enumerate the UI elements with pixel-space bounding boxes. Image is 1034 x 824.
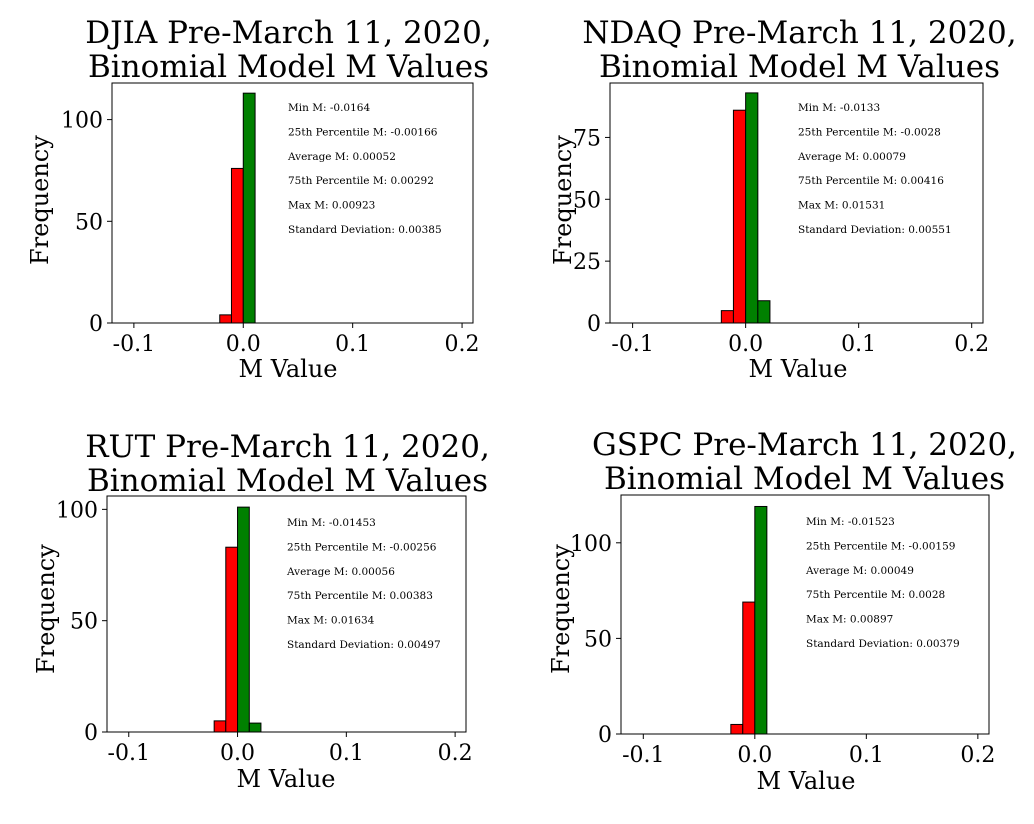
y-tick-label: 100 — [570, 532, 612, 557]
x-tick-label: 0.1 — [329, 741, 364, 766]
histogram-plot: -0.1 0.0 0.1 0.2 0 50 100 Min M: -0.01523 25th P… — [570, 494, 995, 768]
stats-annotation: Max M: 0.00923 — [288, 200, 375, 212]
chart-title: NDAQ Pre-March 11, 2020, Binomial Model … — [517, 16, 1034, 84]
histogram-bar — [732, 109, 747, 324]
x-tick-label: 0.0 — [737, 743, 772, 768]
x-tick-label: 0.1 — [849, 743, 884, 768]
histogram-bar — [757, 300, 771, 324]
y-tick-label: 0 — [598, 723, 612, 748]
chart-title-line1: NDAQ Pre-March 11, 2020, — [582, 15, 1017, 51]
plot-frame — [609, 82, 984, 324]
y-tick-label: 50 — [70, 610, 98, 635]
chart-title-line1: RUT Pre-March 11, 2020, — [85, 429, 490, 465]
stats-annotation: 75th Percentile M: 0.00292 — [288, 175, 434, 187]
y-tick-label: 100 — [56, 498, 98, 523]
stats-annotation: 75th Percentile M: 0.0028 — [806, 589, 945, 601]
chart-title-line2: Binomial Model M Values — [603, 461, 1005, 497]
x-tick-label: 0.2 — [445, 332, 480, 357]
stats-annotation: Average M: 0.00052 — [287, 151, 396, 163]
x-axis-label: M Value — [236, 765, 336, 793]
x-tick-label: -0.1 — [113, 332, 155, 357]
histogram-bar — [213, 720, 227, 733]
histogram-bar — [742, 601, 756, 735]
histogram-plot: -0.1 0.0 0.1 0.2 0 50 100 Min M: -0.0164 25th Pe… — [61, 82, 480, 357]
stats-annotation: Max M: 0.01634 — [287, 615, 375, 627]
x-tick-label: 0.1 — [335, 332, 370, 357]
histogram-bar — [745, 92, 759, 324]
histogram-bar — [720, 310, 734, 324]
plot-frame — [111, 82, 474, 324]
stats-annotation: Min M: -0.01453 — [287, 517, 376, 529]
chart-panel-ndaq: NDAQ Pre-March 11, 2020, Binomial Model … — [517, 0, 1034, 412]
x-axis-label: M Value — [238, 355, 338, 383]
y-tick-label: 0 — [89, 312, 103, 337]
x-axis-label: M Value — [748, 355, 848, 383]
stats-annotation: Standard Deviation: 0.00385 — [288, 224, 442, 236]
stats-annotation: Average M: 0.00056 — [286, 566, 395, 578]
histogram-plot: -0.1 0.0 0.1 0.2 0 50 100 Min M: -0.01453 25th P… — [56, 495, 473, 766]
histogram-bar — [754, 505, 768, 735]
chart-panel-gspc: GSPC Pre-March 11, 2020, Binomial Model … — [517, 412, 1034, 824]
x-tick-label: 0.2 — [438, 741, 473, 766]
chart-title: GSPC Pre-March 11, 2020, Binomial Model … — [517, 428, 1034, 496]
chart-panel-rut: RUT Pre-March 11, 2020, Binomial Model M… — [0, 412, 517, 824]
stats-annotation: 75th Percentile M: 0.00383 — [287, 590, 433, 602]
stats-annotation: Average M: 0.00079 — [797, 151, 906, 163]
histogram-bar — [225, 546, 239, 733]
histogram-bar — [230, 167, 244, 324]
x-tick-label: 0.2 — [960, 743, 995, 768]
y-tick-label: 25 — [573, 250, 601, 275]
histogram-bar — [730, 723, 744, 735]
y-tick-label: 0 — [587, 312, 601, 337]
y-tick-label: 75 — [573, 126, 601, 151]
stats-annotation: Standard Deviation: 0.00551 — [798, 224, 952, 236]
stats-annotation: 25th Percentile M: -0.00159 — [806, 540, 955, 552]
chart-title: RUT Pre-March 11, 2020, Binomial Model M… — [0, 430, 575, 498]
histogram-bar — [219, 314, 232, 324]
chart-title: DJIA Pre-March 11, 2020, Binomial Model … — [0, 16, 577, 84]
y-tick-label: 50 — [584, 627, 612, 652]
histogram-bar — [242, 92, 256, 324]
stats-annotation: 25th Percentile M: -0.00256 — [287, 541, 437, 553]
chart-title-line1: DJIA Pre-March 11, 2020, — [85, 15, 492, 51]
x-tick-label: -0.1 — [622, 743, 664, 768]
x-tick-label: 0.0 — [226, 332, 261, 357]
y-tick-label: 50 — [573, 188, 601, 213]
y-tick-label: 0 — [84, 721, 98, 746]
stats-annotation: Max M: 0.00897 — [806, 614, 893, 626]
stats-annotation: Standard Deviation: 0.00379 — [806, 638, 960, 650]
histogram-plot: -0.1 0.0 0.1 0.2 0 25 50 75 Min M: -0.0133 25th P… — [573, 82, 989, 357]
x-tick-label: 0.0 — [728, 332, 763, 357]
chart-title-line2: Binomial Model M Values — [86, 463, 488, 499]
x-tick-label: -0.1 — [611, 332, 653, 357]
stats-annotation: 75th Percentile M: 0.00416 — [798, 175, 944, 187]
chart-panel-djia: DJIA Pre-March 11, 2020, Binomial Model … — [0, 0, 517, 412]
chart-title-line2: Binomial Model M Values — [87, 49, 489, 85]
stats-annotation: 25th Percentile M: -0.00166 — [288, 126, 438, 138]
histogram-bar — [248, 722, 262, 733]
stats-annotation: 25th Percentile M: -0.0028 — [798, 126, 941, 138]
stats-annotation: Min M: -0.0164 — [288, 102, 370, 114]
y-tick-label: 50 — [75, 210, 103, 235]
x-axis-label: M Value — [756, 767, 856, 795]
stats-annotation: Min M: -0.0133 — [798, 102, 880, 114]
x-tick-label: 0.2 — [954, 332, 989, 357]
plot-frame — [620, 494, 990, 735]
plot-frame — [106, 495, 467, 733]
histogram-bar — [237, 506, 250, 733]
x-tick-label: -0.1 — [108, 741, 150, 766]
stats-annotation: Max M: 0.01531 — [798, 200, 885, 212]
x-tick-label: 0.1 — [841, 332, 876, 357]
stats-annotation: Standard Deviation: 0.00497 — [287, 639, 441, 651]
stats-annotation: Min M: -0.01523 — [806, 516, 895, 528]
stats-annotation: Average M: 0.00049 — [805, 565, 914, 577]
x-tick-label: 0.0 — [220, 741, 255, 766]
y-tick-label: 100 — [61, 109, 103, 134]
chart-title-line2: Binomial Model M Values — [598, 49, 1000, 85]
chart-title-line1: GSPC Pre-March 11, 2020, — [591, 427, 1018, 463]
